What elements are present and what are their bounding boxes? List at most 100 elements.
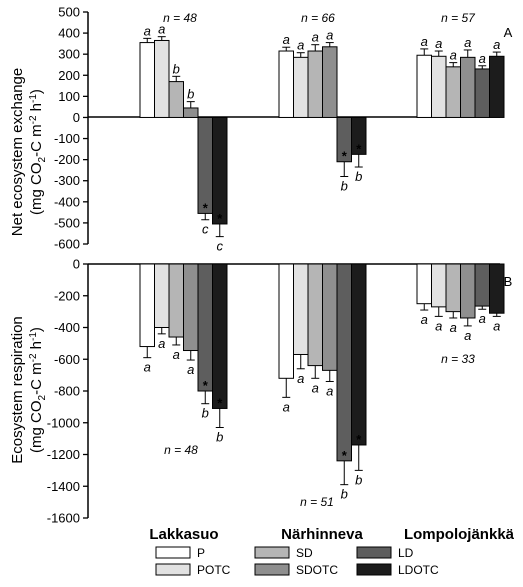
significance-letter: a (464, 328, 471, 343)
bar-P-Lakkasuo (139, 42, 155, 118)
significance-letter: b (202, 406, 209, 421)
significance-letter: b (187, 87, 194, 102)
y-tick-label: -400 (54, 194, 80, 209)
significance-letter: b (355, 169, 362, 184)
legend-label-POTC: POTC (197, 563, 231, 577)
y-axis-title-line-1: Net ecosystem exchange (9, 68, 26, 236)
y-tick-label: -200 (54, 288, 80, 303)
significance-letter: b (341, 487, 348, 502)
significance-letter: a (326, 28, 333, 43)
y-axis-title-part: -C m (28, 124, 45, 157)
significance-letter: a (297, 38, 304, 53)
y-axis-title-part: ) (28, 89, 45, 94)
y-tick-label: 500 (58, 5, 80, 20)
panel-label: B (504, 274, 513, 289)
significance-letter: c (217, 239, 224, 254)
bar-P-Närhinneva (278, 50, 294, 118)
y-tick-label: -200 (54, 152, 80, 167)
bar-SD-Närhinneva (307, 50, 323, 118)
y-axis-title-part: -2 (28, 115, 39, 124)
legend: P SD LD POTC SDOTC LDOTC (155, 546, 439, 577)
significance-asterisk: * (217, 211, 223, 226)
bar-LDOTC-Lompolojänkkä (489, 263, 505, 314)
bar-SDOTC-Lompolojänkkä (460, 263, 476, 319)
significance-letter: a (144, 360, 151, 375)
y-tick-label: 400 (58, 26, 80, 41)
y-axis-title-part: h (28, 341, 45, 354)
y-axis-title-part: -2 (28, 353, 39, 362)
panel-label: A (504, 25, 513, 40)
significance-letter: a (479, 311, 486, 326)
y-axis-title-part: (mg CO (28, 400, 45, 453)
bar-P-Närhinneva (278, 263, 294, 379)
bar-SD-Lompolojänkkä (445, 263, 461, 313)
significance-letter: a (326, 383, 333, 398)
significance-asterisk: * (203, 378, 209, 393)
n-label-text: n = 48 (164, 443, 198, 457)
n-label: n = 48 (163, 11, 197, 25)
bar-POTC-Lompolojänkkä (431, 55, 447, 118)
bar-SDOTC-Närhinneva (322, 46, 338, 118)
y-tick-label: -300 (54, 173, 80, 188)
bar-SD-Lakkasuo (168, 263, 184, 338)
y-tick-label: 300 (58, 47, 80, 62)
significance-letter: c (202, 222, 209, 237)
significance-letter: a (283, 32, 290, 47)
bar-SDOTC-Lakkasuo (183, 107, 199, 118)
legend-swatch-SDOTC (254, 563, 290, 576)
significance-letter: a (450, 320, 457, 335)
y-axis-title-part: -C m (28, 362, 45, 395)
y-axis-title-part: -1 (28, 94, 39, 103)
y-tick-label: -1600 (47, 511, 80, 526)
y-tick-label: 200 (58, 68, 80, 83)
significance-asterisk: * (203, 200, 209, 215)
y-axis-title-part: h (28, 103, 45, 116)
n-label-text: n = 33 (441, 352, 475, 366)
bar-P-Lakkasuo (139, 263, 155, 348)
significance-letter: a (450, 48, 457, 63)
legend-label-P: P (197, 546, 205, 560)
y-tick-label: -1000 (47, 415, 80, 430)
significance-letter: a (283, 399, 290, 414)
significance-letter: a (312, 30, 319, 45)
category-label-1: Närhinneva (281, 526, 363, 543)
significance-asterisk: * (342, 448, 348, 463)
category-label-2: Lompolojänkkä (404, 526, 515, 543)
y-axis-title-part: 2 (37, 156, 48, 162)
legend-swatch-SD (254, 546, 290, 559)
legend-label-LD: LD (398, 546, 414, 560)
y-tick-label: -1200 (47, 447, 80, 462)
n-label: n = 66 (301, 11, 335, 25)
legend-label-SD: SD (296, 546, 313, 560)
n-label: n = 48 (164, 443, 198, 457)
significance-letter: a (435, 36, 442, 51)
y-tick-label: 0 (73, 110, 80, 125)
bar-LD-Lakkasuo (197, 263, 213, 392)
bar-LDOTC-Lakkasuo (212, 263, 228, 409)
y-tick-label: -400 (54, 320, 80, 335)
significance-letter: a (421, 312, 428, 327)
n-label-text: n = 57 (441, 11, 476, 25)
legend-label-LDOTC: LDOTC (398, 563, 439, 577)
y-tick-label: -600 (54, 237, 80, 252)
y-axis-title: Ecosystem respiration (mg CO2-C m-2 h-1) (9, 316, 48, 464)
y-axis-title-line-1: Ecosystem respiration (9, 316, 26, 464)
significance-asterisk: * (342, 149, 348, 164)
bar-SD-Lompolojänkkä (445, 66, 461, 118)
legend-swatch-P (155, 546, 191, 559)
significance-letter: a (144, 23, 151, 38)
significance-letter: a (421, 34, 428, 49)
y-tick-label: 100 (58, 89, 80, 104)
panel-B: 0 -200 -400 -600 -800 -1000 -1200 -1400 -1600 B Ec… (9, 257, 512, 526)
y-tick-label: -800 (54, 384, 80, 399)
legend-label-SDOTC: SDOTC (296, 563, 338, 577)
y-tick-label: -1400 (47, 479, 80, 494)
significance-letter: a (435, 318, 442, 333)
significance-letter: a (187, 362, 194, 377)
panel-A: 500 400 300 200 100 0 -100 -200 -300 -400 -500 -600… (9, 5, 513, 254)
y-tick-label: -100 (54, 131, 80, 146)
significance-letter: b (216, 430, 223, 445)
y-axis-title-part: (mg CO (28, 162, 45, 215)
y-axis-title-part: ) (28, 327, 45, 332)
y-axis-title-line-2: (mg CO2-C m-2 h-1) (28, 327, 48, 453)
